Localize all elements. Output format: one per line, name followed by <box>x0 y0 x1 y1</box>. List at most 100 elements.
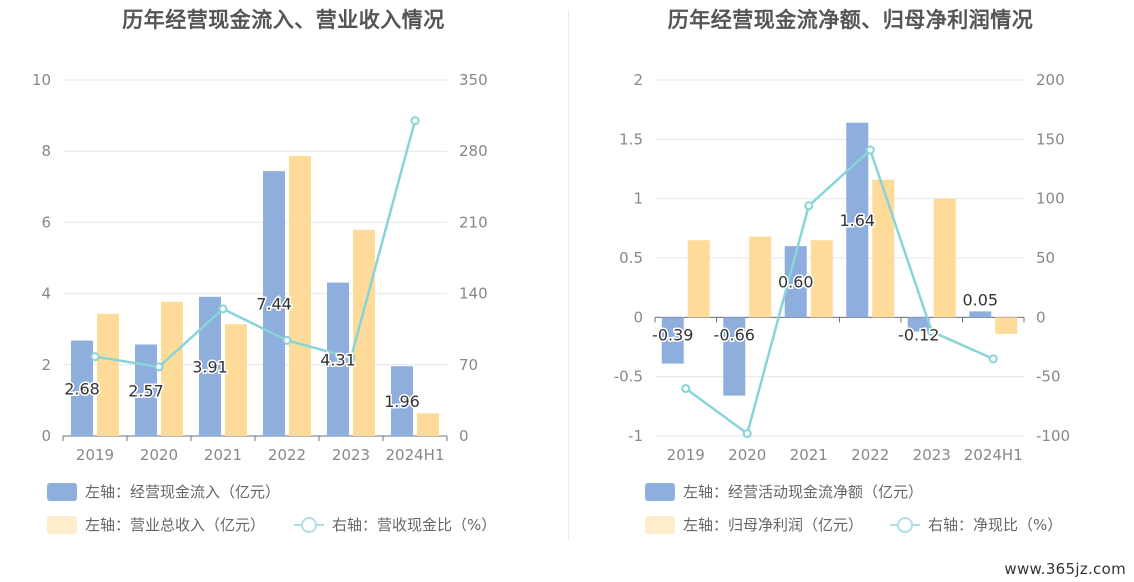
data-label: 1.64 <box>839 211 875 230</box>
line-series-3 <box>685 148 994 435</box>
line-point <box>218 304 228 314</box>
y-tick-label-left: 4 <box>41 285 51 303</box>
legend-swatch-bar1 <box>645 482 675 501</box>
x-tick-label: 2019 <box>667 446 705 464</box>
data-label: 0.60 <box>778 273 814 292</box>
bar-series-2 <box>995 317 1018 334</box>
y-tick-label-right: 0 <box>1036 308 1046 326</box>
line-point <box>154 362 164 372</box>
bar-series-1 <box>969 311 992 318</box>
y-tick-label-right: -100 <box>1036 427 1070 445</box>
bar-series-1 <box>391 366 413 436</box>
y-tick-label-left: 2 <box>41 356 51 374</box>
data-label: 4.31 <box>320 350 356 369</box>
legend-swatch-bar1 <box>47 482 77 501</box>
line-point <box>865 145 875 155</box>
line-point <box>90 352 100 362</box>
y-tick-label-left: 1 <box>633 190 643 208</box>
legend-label: 左轴：营业总收入（亿元） <box>85 516 266 534</box>
legend-item-line[interactable]: 右轴：营收现金比（%） <box>294 514 496 535</box>
bar-series-2 <box>749 236 772 318</box>
watermark: www.365jz.com <box>1004 560 1126 578</box>
legend-item-bar2[interactable]: 左轴：营业总收入（亿元） <box>47 514 265 535</box>
legend-label: 左轴：经营活动现金流净额（亿元） <box>683 483 924 501</box>
data-label: 0.05 <box>962 290 998 309</box>
y-tick-label-left: 0 <box>41 427 51 445</box>
chart-plot-right: -1 -100 -0.5 -50 0 0 0.5 50 1 100 1.5 150 2 200 2019 20… <box>614 71 1070 464</box>
legend-label: 右轴：营收现金比（%） <box>332 516 497 534</box>
legend-item-bar1[interactable]: 左轴：经营活动现金流净额（亿元） <box>645 481 923 502</box>
y-tick-label-left: 8 <box>41 142 51 160</box>
line-series-3 <box>94 120 417 369</box>
y-tick-label-right: -50 <box>1036 368 1061 386</box>
y-tick-label-left: -0.5 <box>614 368 643 386</box>
bar-series-1 <box>907 317 930 332</box>
bar-series-2 <box>289 155 311 436</box>
bar-series-1 <box>784 246 807 318</box>
x-tick-label: 2021 <box>204 446 242 464</box>
y-tick-label-right: 150 <box>1036 130 1065 148</box>
bar-series-1 <box>135 344 157 436</box>
x-tick-label: 2019 <box>76 446 114 464</box>
y-tick-label-left: 10 <box>32 71 51 89</box>
legend-label: 左轴：归母净利润（亿元） <box>683 516 864 534</box>
line-point <box>988 354 998 364</box>
data-label: -0.66 <box>714 325 755 344</box>
legend-item-bar2[interactable]: 左轴：归母净利润（亿元） <box>645 514 863 535</box>
chart-title: 历年经营现金流净额、归母净利润情况 <box>667 8 1034 32</box>
bar-series-2 <box>933 198 956 318</box>
bar-series-1 <box>846 122 869 318</box>
y-tick-label-right: 210 <box>459 213 488 231</box>
bar-series-1 <box>263 171 285 437</box>
y-tick-label-right: 200 <box>1036 71 1065 89</box>
y-tick-label-left: -1 <box>628 427 643 445</box>
x-tick-label: 2021 <box>790 446 828 464</box>
legend-item-line[interactable]: 右轴：净现比（%） <box>890 514 1062 535</box>
legend-swatch-line <box>890 516 920 534</box>
y-tick-label-left: 0.5 <box>619 249 643 267</box>
data-label: 2.57 <box>128 381 164 400</box>
bar-series-2 <box>97 313 119 436</box>
y-tick-label-left: 6 <box>41 213 51 231</box>
x-tick-label: 2022 <box>268 446 306 464</box>
bar-series-2 <box>417 413 439 436</box>
panel-divider <box>568 10 569 540</box>
y-tick-label-right: 100 <box>1036 190 1065 208</box>
data-label: 3.91 <box>192 357 228 376</box>
bar-series-1 <box>327 282 349 436</box>
data-label: -0.39 <box>652 325 693 344</box>
bar-series-2 <box>687 240 710 318</box>
legend-label: 左轴：经营现金流入（亿元） <box>85 483 281 501</box>
chart-title: 历年经营现金流入、营业收入情况 <box>122 8 445 32</box>
data-label: 2.68 <box>64 379 100 398</box>
y-tick-label-left: 1.5 <box>619 130 643 148</box>
legend-swatch-bar2 <box>47 515 77 534</box>
legend-item-bar1[interactable]: 左轴：经营现金流入（亿元） <box>47 481 280 502</box>
data-label: 7.44 <box>256 295 292 314</box>
y-tick-label-right: 350 <box>459 71 488 89</box>
line-point <box>410 116 420 126</box>
line-point <box>346 353 356 363</box>
x-tick-label: 2022 <box>851 446 889 464</box>
line-point <box>927 327 937 337</box>
bar-series-2 <box>161 301 183 436</box>
legend-swatch-bar2 <box>645 515 675 534</box>
y-tick-label-right: 280 <box>459 142 488 160</box>
line-point <box>282 335 292 345</box>
line-point <box>742 429 752 439</box>
data-label: -0.12 <box>898 325 939 344</box>
chart-panel-right: 历年经营现金流净额、归母净利润情况 -1 -100 -0.5 -50 0 0 0.5 50 1 1… <box>567 0 1134 582</box>
legend-label: 右轴：净现比（%） <box>928 516 1063 534</box>
line-point <box>681 384 691 394</box>
chart-panel-left: 历年经营现金流入、营业收入情况 0 0 2 70 4 140 6 210 8 280 10 350 20… <box>32 8 496 535</box>
data-label: 1.96 <box>384 392 420 411</box>
y-tick-label-right: 50 <box>1036 249 1055 267</box>
y-tick-label-right: 140 <box>459 285 488 303</box>
bar-series-2 <box>872 179 895 318</box>
x-tick-label: 2023 <box>332 446 370 464</box>
x-tick-label: 2024H1 <box>964 446 1023 464</box>
y-tick-label-left: 0 <box>633 308 643 326</box>
y-tick-label-right: 0 <box>459 427 469 445</box>
bar-series-2 <box>810 240 833 318</box>
x-tick-label: 2020 <box>140 446 178 464</box>
